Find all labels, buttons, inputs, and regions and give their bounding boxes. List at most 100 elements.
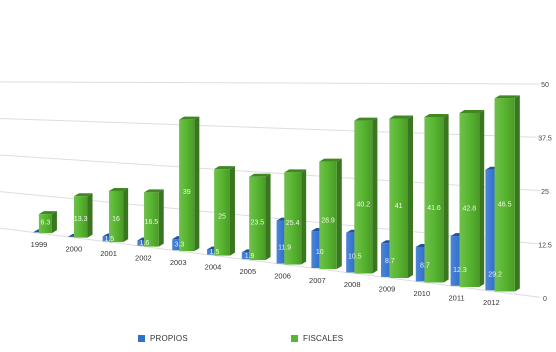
bar-side <box>194 116 200 252</box>
bar-front <box>284 172 302 265</box>
bar-fiscales-2012 <box>494 95 520 292</box>
data-label-fiscales: 23.5 <box>251 220 265 227</box>
data-label-propios: 8.7 <box>420 262 430 269</box>
y-tick-label: 0 <box>543 296 547 303</box>
data-label-fiscales: 16.5 <box>145 219 159 226</box>
bar-top <box>144 189 164 193</box>
bar-side <box>479 109 485 287</box>
bar-side <box>158 189 164 247</box>
bar-fiscales-2000 <box>73 193 93 238</box>
bar-top <box>179 116 200 120</box>
bar-front <box>424 116 444 283</box>
bar-side <box>87 193 93 238</box>
bar-side <box>51 211 57 234</box>
bar-front <box>354 120 373 274</box>
data-label-propios: 3.3 <box>175 242 185 249</box>
axis-labels: 0 12.5 25 37.5 50 1999 2000 2001 2002 2003 2004 200… <box>31 82 552 307</box>
bar-fiscales-2010 <box>424 113 449 283</box>
bar-top <box>354 117 378 121</box>
y-tick-label: 25 <box>541 189 549 196</box>
bar-fiscales-2005 <box>249 173 271 261</box>
legend-item-fiscales: FISCALES <box>291 334 343 343</box>
data-label-fiscales: 13.3 <box>74 216 88 223</box>
bar-top <box>249 173 271 177</box>
x-tick-label: 2000 <box>65 245 82 254</box>
bar-side <box>407 115 413 279</box>
y-tick-label: 50 <box>541 82 549 89</box>
bar-top <box>389 115 413 119</box>
bar-top <box>73 193 93 197</box>
bar-fiscales-2006 <box>284 169 307 265</box>
legend-swatch-fiscales <box>291 335 298 342</box>
data-label-propios: 8.7 <box>385 258 395 265</box>
bar-front <box>38 214 52 234</box>
bar-top <box>424 113 449 117</box>
bar-front <box>389 118 408 279</box>
data-label-propios: 1.5 <box>104 236 114 243</box>
x-tick-label: 2012 <box>483 298 500 307</box>
gridline <box>0 117 541 138</box>
bar-fiscales-2001 <box>108 187 129 243</box>
data-label-fiscales: 6.3 <box>41 220 51 227</box>
data-label-propios: 29.2 <box>488 271 502 278</box>
bar-fiscales-2008 <box>354 117 378 274</box>
bar-front <box>214 169 230 256</box>
bar-fiscales-1999 <box>38 211 57 234</box>
legend-item-propios: PROPIOS <box>138 334 188 343</box>
bar-front <box>459 112 480 287</box>
bar-side <box>443 113 449 283</box>
gridline <box>0 81 541 85</box>
gridline <box>0 227 541 298</box>
data-label-fiscales: 16 <box>112 216 120 223</box>
x-tick-label: 2006 <box>274 271 291 280</box>
bar-top <box>38 211 57 215</box>
x-tick-label: 2011 <box>449 294 465 303</box>
bar-fiscales-2002 <box>144 189 164 247</box>
bar-fiscales-2004 <box>214 166 235 256</box>
x-tick-label: 2007 <box>309 276 326 285</box>
bar-side <box>301 169 307 265</box>
bar-fiscales-2007 <box>319 158 342 270</box>
bar-side <box>265 173 271 261</box>
y-tick-label: 37.5 <box>538 136 552 143</box>
bar-front <box>494 98 515 292</box>
x-tick-label: 1999 <box>31 240 48 249</box>
bar-front <box>249 176 266 261</box>
data-label-propios: 10 <box>316 249 324 256</box>
data-labels: 6.3 13.3 1.5 16 1.6 16.5 3.3 39 1.5 25 1.9 23.5 11.9… <box>41 189 512 278</box>
bar-side <box>229 166 235 256</box>
data-label-propios: 1.5 <box>210 249 220 256</box>
data-label-fiscales: 42.8 <box>463 206 477 213</box>
data-label-propios: 12.3 <box>453 267 467 274</box>
bar-front <box>179 119 195 252</box>
data-label-fiscales: 41 <box>395 203 403 210</box>
bar-top <box>319 158 342 162</box>
legend: PROPIOS FISCALES <box>0 334 556 346</box>
bar-fiscales-2009 <box>389 115 413 279</box>
x-tick-label: 2008 <box>344 280 361 289</box>
bar-front <box>73 196 88 238</box>
x-tick-label: 2004 <box>205 262 222 271</box>
data-label-fiscales: 25.4 <box>286 220 300 227</box>
data-label-fiscales: 25 <box>218 214 226 221</box>
x-tick-label: 2010 <box>413 289 430 298</box>
data-label-propios: 10.5 <box>348 253 362 260</box>
bar-top <box>494 95 520 99</box>
legend-label-propios: PROPIOS <box>150 334 188 343</box>
data-label-propios: 1.6 <box>140 240 150 247</box>
bars <box>33 95 520 292</box>
bar-top <box>108 187 129 191</box>
bar-side <box>372 117 378 274</box>
y-tick-label: 12.5 <box>538 242 552 249</box>
x-tick-label: 2001 <box>100 249 117 258</box>
data-label-fiscales: 41.6 <box>427 205 441 212</box>
bar-top <box>459 109 485 113</box>
data-label-propios: 11.9 <box>278 245 291 252</box>
legend-swatch-propios <box>138 335 145 342</box>
data-label-fiscales: 40.2 <box>357 202 371 209</box>
bar-top <box>284 169 307 173</box>
x-tick-label: 2009 <box>379 285 396 294</box>
bar-front <box>108 190 124 243</box>
